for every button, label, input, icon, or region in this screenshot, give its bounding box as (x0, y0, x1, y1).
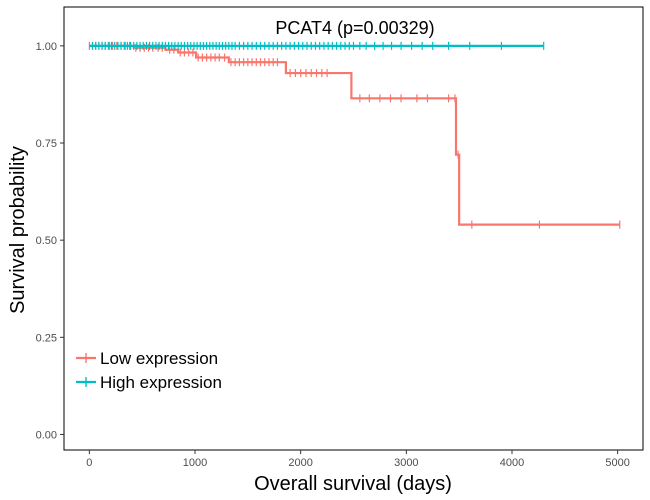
series-layer (88, 41, 621, 229)
legend-label-low: Low expression (100, 349, 218, 368)
legend: Low expression High expression (76, 349, 222, 392)
x-tick-label: 3000 (394, 457, 418, 469)
y-tick-label: 1.00 (36, 41, 57, 53)
y-axis-title: Survival probability (7, 146, 29, 314)
y-tick-label: 0.75 (36, 138, 57, 150)
x-tick-label: 4000 (500, 457, 524, 469)
x-axis-ticks: 0 1000 2000 3000 4000 5000 (86, 450, 630, 469)
series-high (89, 41, 545, 50)
x-tick-label: 5000 (605, 457, 629, 469)
legend-item-low: Low expression (76, 349, 218, 368)
y-tick-label: 0.00 (36, 429, 57, 441)
y-axis-ticks: 0.00 0.25 0.50 0.75 1.00 (36, 41, 64, 441)
x-axis-title: Overall survival (days) (254, 473, 452, 495)
x-tick-label: 2000 (288, 457, 312, 469)
legend-label-high: High expression (100, 373, 222, 392)
x-tick-label: 0 (86, 457, 92, 469)
y-tick-label: 0.25 (36, 332, 57, 344)
y-tick-label: 0.50 (36, 235, 57, 247)
plot-panel-border (63, 6, 644, 451)
x-tick-label: 1000 (183, 457, 207, 469)
chart-title: PCAT4 (p=0.00329) (275, 18, 434, 38)
legend-item-high: High expression (76, 373, 222, 392)
